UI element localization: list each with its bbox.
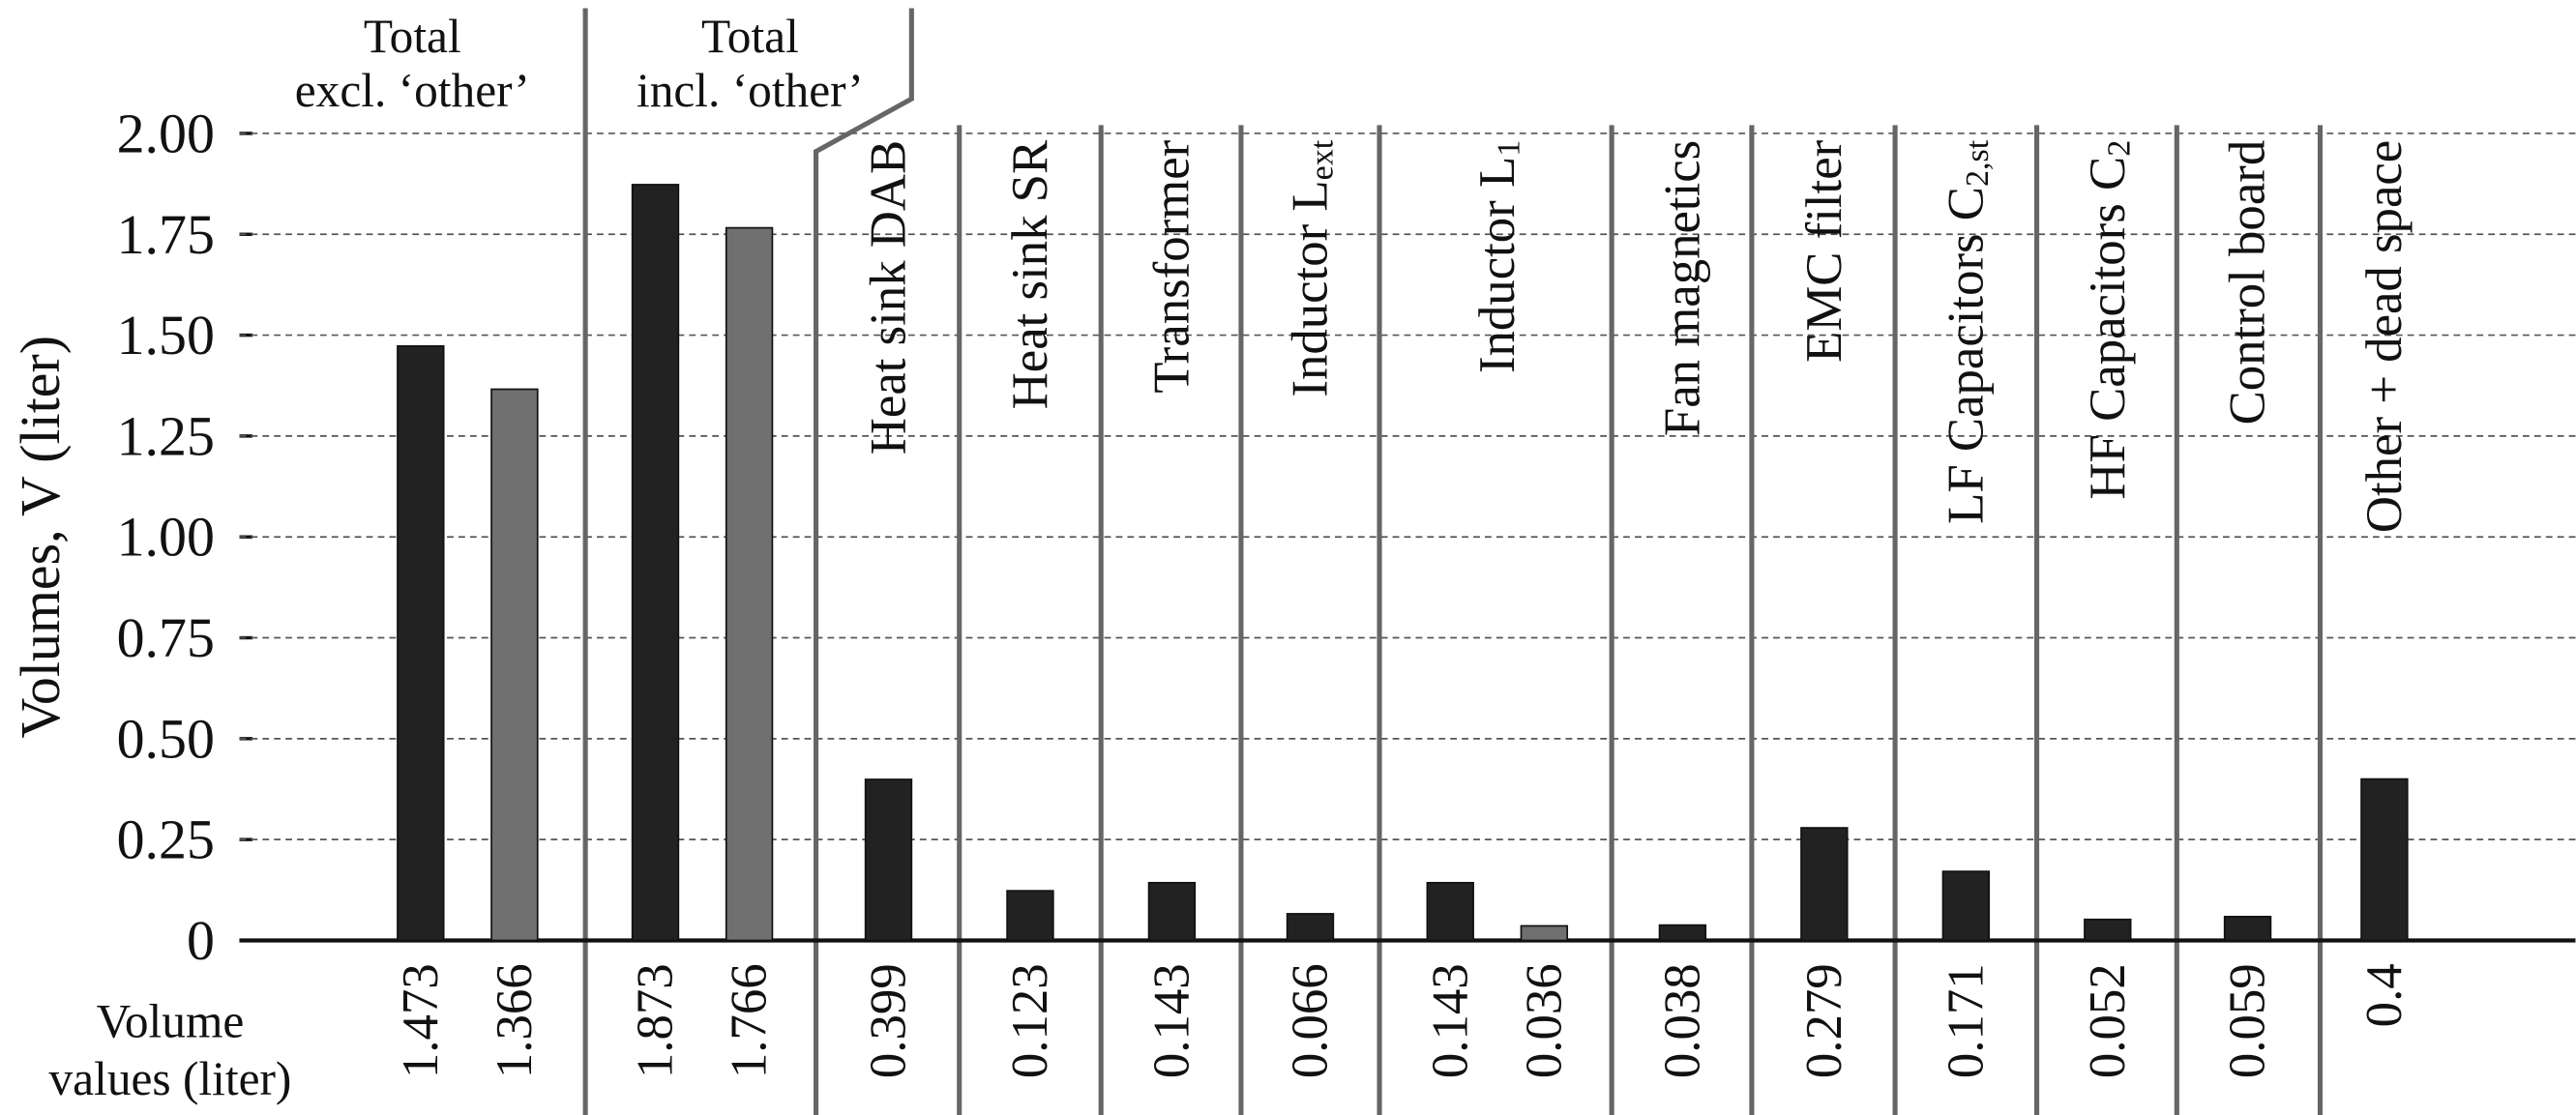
category-label-sub: 2 [2101, 140, 2137, 157]
category-label: Heat sink SR [1002, 139, 1058, 409]
bar [631, 184, 680, 942]
category-label-text: Inductor L [1469, 157, 1525, 373]
category-label: EMC filter [1796, 139, 1852, 363]
value-label: 0.038 [1654, 963, 1710, 1078]
y-axis-label: Volumes, V (liter) [9, 336, 72, 738]
bar [1147, 881, 1197, 942]
value-label: 0.052 [2080, 963, 2136, 1078]
category-label: Control board [2220, 140, 2276, 425]
category-label-text: Fan magnetics [1654, 140, 1710, 436]
y-tick-label: 2.00 [117, 102, 215, 164]
category-label-text: Inductor L [1282, 180, 1338, 396]
value-label: 0.279 [1796, 963, 1852, 1078]
bar [1800, 827, 1849, 942]
category-label: Inductor L1 [1469, 140, 1526, 373]
value-label: 0.143 [1422, 963, 1478, 1078]
group-label: Total [701, 10, 799, 63]
y-tick-label: 1.75 [117, 203, 215, 266]
category-label-text: Other + dead space [2356, 140, 2413, 533]
category-label: Fan magnetics [1654, 140, 1710, 436]
group-label: Total [364, 10, 461, 63]
value-label: 0.066 [1282, 963, 1338, 1078]
bar [864, 778, 913, 942]
group-label: excl. ‘other’ [295, 64, 530, 117]
category-label-sub: ext [1304, 139, 1340, 180]
bar [2223, 916, 2272, 942]
bar [1426, 881, 1474, 942]
value-label: 0.059 [2220, 963, 2276, 1078]
bar [1006, 890, 1054, 942]
separator [814, 8, 914, 1115]
y-tick-label: 1.50 [117, 304, 215, 367]
category-label-text: EMC filter [1796, 139, 1852, 363]
bar [490, 388, 539, 942]
value-label: 1.766 [722, 963, 778, 1078]
category-label-text: Heat sink SR [1002, 139, 1058, 409]
value-label: 0.123 [1002, 963, 1058, 1078]
y-tick-label: 1.25 [117, 404, 215, 467]
category-label-text: HF Capacitors C [2080, 157, 2136, 500]
y-tick-label: 0 [187, 909, 215, 972]
value-label: 0.143 [1143, 963, 1199, 1078]
category-label-sub: 1 [1491, 140, 1526, 157]
group-label: incl. ‘other’ [637, 64, 864, 117]
category-label: Heat sink DAB [860, 140, 916, 455]
category-label-text: Control board [2220, 140, 2276, 425]
bar [2084, 918, 2132, 942]
y-tick-label: 0.25 [117, 808, 215, 871]
category-label-sub: 2,st [1960, 139, 1996, 187]
value-row-label: Volume [97, 994, 245, 1047]
bar [2360, 778, 2409, 942]
category-label-text: Heat sink DAB [860, 140, 916, 455]
y-tick-label: 0.50 [117, 707, 215, 770]
bar [1286, 913, 1335, 942]
category-label: LF Capacitors C2,st [1938, 139, 1995, 524]
y-tick-label: 1.00 [117, 506, 215, 569]
bar [1520, 924, 1569, 942]
value-label: 0.399 [860, 963, 916, 1078]
category-label-text: LF Capacitors C [1938, 187, 1994, 524]
category-label: Other + dead space [2356, 140, 2413, 533]
value-label: 0.4 [2356, 963, 2413, 1027]
value-label: 1.473 [393, 963, 449, 1078]
category-label: Transformer [1143, 139, 1199, 393]
bar [397, 344, 445, 942]
value-label: 1.873 [628, 963, 684, 1078]
value-label: 1.366 [487, 963, 543, 1078]
bar [725, 226, 774, 942]
category-label: Inductor Lext [1282, 139, 1339, 396]
value-row-label: values (liter) [49, 1052, 292, 1105]
category-label: HF Capacitors C2 [2080, 140, 2137, 500]
value-label: 0.171 [1938, 963, 1994, 1078]
category-label-text: Transformer [1143, 139, 1199, 393]
bar [1658, 924, 1707, 942]
value-label: 0.036 [1516, 963, 1572, 1078]
bar [1941, 870, 1991, 942]
y-tick-label: 0.75 [117, 606, 215, 669]
